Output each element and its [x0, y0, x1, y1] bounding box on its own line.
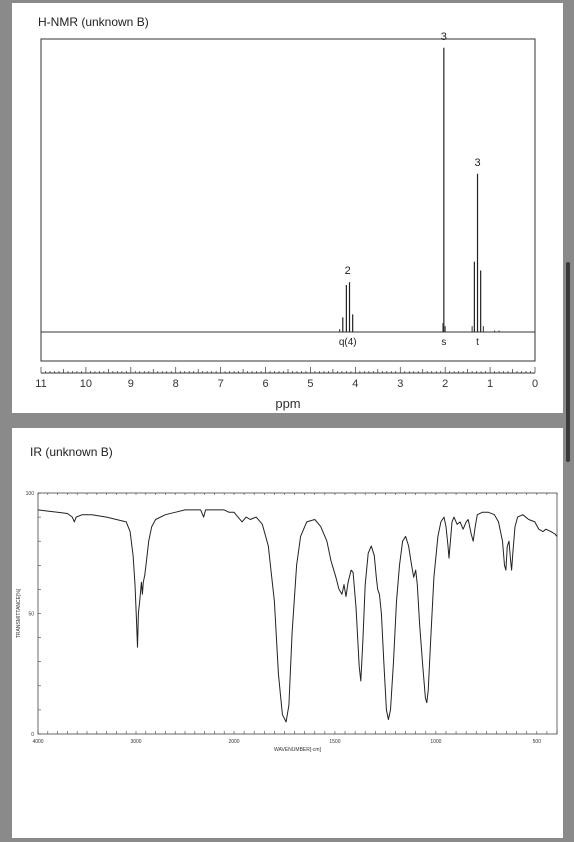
ir-chart: 4000 3000 2000 1500 1000 500100500WAVENUMBER[…	[16, 491, 558, 753]
nmr-x-tick-label-8: 3	[397, 378, 403, 390]
ir-spectrum-line	[37, 509, 558, 723]
nmr-chart-title: H-NMR (unknown B)	[38, 15, 149, 29]
nmr-x-tick-label-3: 8	[173, 378, 179, 390]
nmr-x-tick-label-6: 5	[307, 378, 313, 390]
ir-y-tick-label-2: 0	[31, 732, 34, 738]
nmr-x-tick-label-1: 10	[80, 378, 92, 390]
nmr-multiplicity-label-2: t	[476, 337, 479, 348]
page-scrollbar[interactable]	[566, 262, 570, 462]
nmr-integration-label-2: 3	[474, 157, 480, 169]
ir-chart-title: IR (unknown B)	[30, 445, 113, 459]
nmr-plot-frame	[40, 38, 536, 362]
nmr-x-tick-label-0: 11	[35, 378, 46, 390]
ir-x-tick-label-3: 1500	[329, 739, 340, 745]
ir-panel: IR (unknown B) 4000 3000 2000 1500 1000 500 10…	[12, 428, 563, 838]
nmr-x-tick-label-9: 2	[442, 378, 448, 390]
nmr-integration-label-0: 2	[345, 265, 351, 277]
ir-y-tick-label-1: 50	[28, 612, 34, 618]
ir-x-tick-label-0: 4000	[32, 739, 43, 745]
nmr-x-axis-label: ppm	[275, 396, 300, 411]
nmr-multiplicity-label-1: s	[441, 337, 446, 348]
ir-plot-frame	[37, 492, 558, 735]
nmr-x-tick-label-7: 4	[352, 378, 358, 390]
ir-x-tick-label-1: 3000	[130, 739, 141, 745]
nmr-panel: H-NMR (unknown B) 2 q(4) 3 s 3 t 11 10 9 8 7 6 5 4 3 2 1…	[12, 3, 563, 413]
ir-x-tick-label-5: 500	[533, 739, 542, 745]
nmr-x-tick-label-10: 1	[487, 378, 493, 390]
ir-x-tick-label-2: 2000	[228, 739, 239, 745]
nmr-multiplicity-label-0: q(4)	[339, 337, 357, 348]
ir-x-axis-label: WAVENUMBER[-cm]	[274, 747, 322, 753]
ir-y-tick-label-0: 100	[26, 491, 35, 497]
nmr-integration-label-1: 3	[441, 31, 447, 43]
nmr-x-tick-label-11: 0	[532, 378, 538, 390]
ir-x-tick-label-4: 1000	[430, 739, 441, 745]
nmr-x-tick-label-5: 6	[262, 378, 268, 390]
ir-y-axis-label: TRANSMITTANCE[%]	[16, 588, 22, 638]
nmr-x-tick-label-4: 7	[218, 378, 224, 390]
nmr-x-tick-label-2: 9	[128, 378, 134, 390]
